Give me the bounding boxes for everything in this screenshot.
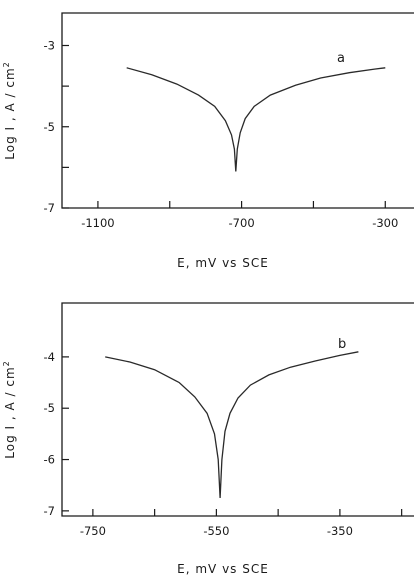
y-tick-label: -5: [44, 401, 55, 415]
y-tick-label: -7: [44, 504, 55, 518]
x-tick-label: -350: [327, 524, 353, 538]
y-axis-title-text: Log I , A / cm: [3, 67, 17, 159]
x-tick-label: -1100: [81, 216, 114, 230]
x-axis-title: E, mV vs SCE: [177, 562, 269, 576]
panel-label: b: [338, 337, 346, 352]
y-axis-title-group: Log I , A / cm2: [2, 61, 17, 160]
y-axis-title-group: Log I , A / cm2: [2, 360, 17, 459]
axis-frame: [61, 302, 414, 517]
y-tick-label: -5: [44, 120, 55, 134]
series-line: [126, 67, 386, 172]
y-tick-label: -7: [44, 201, 55, 215]
y-tick-label: -6: [44, 453, 55, 467]
x-tick-label: -750: [80, 524, 106, 538]
chart-panel-b: -4 -5 -6 -7 -750 -550 -350 E, mV vs SCE Log I , …: [2, 302, 414, 576]
y-axis-title: Log I , A / cm2: [2, 61, 17, 160]
x-tick-label: -300: [372, 216, 398, 230]
x-tick-label: -550: [203, 524, 229, 538]
y-axis-title-superscript: 2: [2, 61, 11, 67]
x-tick-label: -700: [229, 216, 255, 230]
axis-frame: [61, 12, 414, 209]
x-axis-title: E, mV vs SCE: [177, 256, 269, 270]
y-axis-title-superscript: 2: [2, 360, 11, 366]
y-axis-title: Log I , A / cm2: [2, 360, 17, 459]
y-axis-title-text: Log I , A / cm: [3, 366, 17, 458]
series-line: [105, 351, 359, 499]
y-tick-label: -4: [44, 350, 55, 364]
chart-panel-a: -3 -5 -7 -1100 -700 -300 E, mV vs SCE Log I , A…: [2, 12, 414, 270]
panel-label: a: [337, 51, 345, 66]
y-tick-label: -3: [44, 39, 55, 53]
